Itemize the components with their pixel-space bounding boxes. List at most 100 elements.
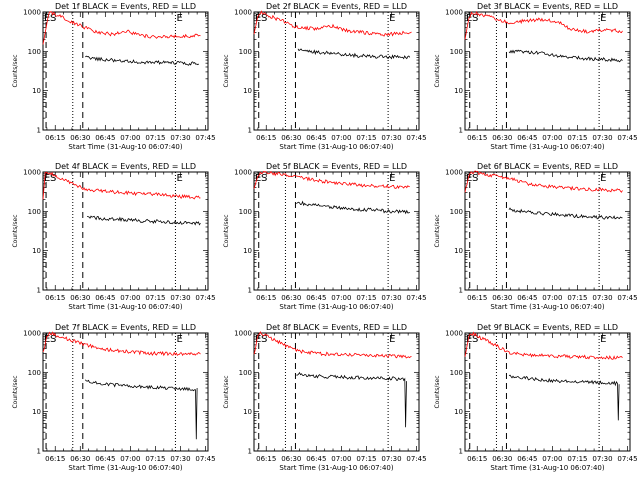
chart-panel-4: Det 4f BLACK = Events, RED = LLD 1 10 100 10…	[12, 162, 216, 311]
plot-frame	[42, 11, 209, 131]
x-tick-label: 06:30	[492, 455, 512, 463]
chart-panel-8: Det 8f BLACK = Events, RED = LLD 1 10 100 10…	[223, 323, 427, 472]
x-tick-label: 07:15	[567, 134, 587, 142]
y-tick-label: 1000	[23, 9, 41, 17]
x-tick-label: 06:45	[517, 294, 537, 302]
y-tick-label: 100	[28, 48, 41, 56]
y-tick-label: 1	[459, 448, 463, 456]
plot-frame	[464, 11, 631, 131]
y-tick-label: 100	[239, 208, 252, 216]
marker-label-end: E	[389, 173, 395, 184]
x-tick-label: 06:45	[306, 294, 326, 302]
x-axis-label: Start Time (31-Aug-10 06:07:40)	[68, 303, 182, 311]
panel-title: Det 7f BLACK = Events, RED = LLD	[55, 323, 196, 332]
panel-title: Det 5f BLACK = Events, RED = LLD	[266, 162, 407, 171]
x-tick-label: 06:15	[467, 294, 487, 302]
x-tick-label: 07:45	[195, 294, 215, 302]
x-tick-label: 07:15	[567, 294, 587, 302]
y-axis-label: Counts/sec	[12, 54, 19, 87]
x-tick-label: 07:00	[542, 294, 562, 302]
marker-label-start: E	[466, 334, 472, 345]
x-tick-label: 07:00	[120, 134, 140, 142]
x-axis-label: Start Time (31-Aug-10 06:07:40)	[490, 143, 604, 151]
x-tick-label: 07:45	[406, 134, 426, 142]
panel-title: Det 4f BLACK = Events, RED = LLD	[55, 162, 196, 171]
x-tick-label: 06:15	[467, 134, 487, 142]
plot-frame	[253, 332, 420, 452]
x-tick-label: 06:15	[256, 134, 276, 142]
x-tick-label: 06:15	[45, 134, 65, 142]
x-tick-label: 06:30	[492, 294, 512, 302]
y-tick-label: 1	[459, 287, 463, 295]
x-tick-label: 06:45	[95, 294, 115, 302]
chart-panel-6: Det 6f BLACK = Events, RED = LLD 1 10 100 10…	[434, 162, 638, 311]
x-tick-label: 07:15	[567, 455, 587, 463]
x-tick-label: 06:45	[306, 134, 326, 142]
x-axis-label: Start Time (31-Aug-10 06:07:40)	[68, 143, 182, 151]
marker-label-sep: S	[472, 13, 478, 24]
x-tick-label: 06:45	[95, 134, 115, 142]
marker-label-sep: S	[50, 13, 56, 24]
chart-panel-2: Det 2f BLACK = Events, RED = LLD 1 10 100 10…	[223, 2, 427, 151]
series-line-events	[85, 55, 200, 66]
y-tick-label: 10	[32, 408, 41, 416]
x-tick-label: 07:15	[356, 134, 376, 142]
x-axis-label: Start Time (31-Aug-10 06:07:40)	[68, 464, 182, 472]
series-line-lld	[253, 331, 412, 359]
x-tick-label: 07:15	[145, 294, 165, 302]
chart-panel-3: Det 3f BLACK = Events, RED = LLD 1 10 100 10…	[434, 2, 638, 151]
plot-frame	[253, 11, 420, 131]
y-tick-label: 100	[450, 208, 463, 216]
y-axis-label: Counts/sec	[223, 375, 230, 408]
y-tick-label: 1	[248, 448, 252, 456]
marker-label-sep: S	[472, 173, 478, 184]
y-axis-label: Counts/sec	[434, 375, 441, 408]
x-axis-label: Start Time (31-Aug-10 06:07:40)	[490, 464, 604, 472]
series-line-events	[84, 379, 198, 440]
y-axis-label: Counts/sec	[12, 214, 19, 247]
x-tick-label: 07:00	[120, 455, 140, 463]
x-tick-label: 06:30	[70, 134, 90, 142]
marker-label-end: E	[600, 13, 606, 24]
x-tick-label: 07:00	[331, 134, 351, 142]
y-tick-label: 1000	[234, 9, 252, 17]
series-line-lld	[42, 11, 201, 45]
y-tick-label: 1	[37, 127, 41, 135]
y-axis-label: Counts/sec	[434, 54, 441, 87]
marker-label-end: E	[600, 173, 606, 184]
series-line-events	[297, 48, 411, 60]
marker-label-start: E	[466, 173, 472, 184]
plot-frame	[253, 171, 420, 291]
x-tick-label: 07:30	[592, 294, 612, 302]
x-tick-label: 07:30	[170, 134, 190, 142]
plot-frame	[42, 332, 209, 452]
panel-title: Det 9f BLACK = Events, RED = LLD	[477, 323, 618, 332]
x-tick-label: 06:15	[45, 294, 65, 302]
y-tick-label: 100	[28, 369, 41, 377]
series-line-lld	[464, 10, 623, 40]
x-tick-label: 07:00	[120, 294, 140, 302]
x-axis-label: Start Time (31-Aug-10 06:07:40)	[279, 143, 393, 151]
series-line-events	[508, 49, 623, 63]
x-tick-label: 06:45	[517, 455, 537, 463]
marker-label-end: E	[176, 334, 182, 345]
y-tick-label: 1	[248, 287, 252, 295]
x-tick-label: 07:45	[617, 455, 637, 463]
x-tick-label: 07:15	[145, 455, 165, 463]
panel-title: Det 1f BLACK = Events, RED = LLD	[55, 2, 196, 11]
marker-label-start: E	[255, 334, 261, 345]
x-tick-label: 07:00	[542, 455, 562, 463]
marker-label-sep: S	[261, 173, 267, 184]
marker-label-start: E	[44, 173, 50, 184]
plot-frame	[464, 171, 631, 291]
panel-title: Det 3f BLACK = Events, RED = LLD	[477, 2, 618, 11]
y-tick-label: 100	[450, 369, 463, 377]
series-line-events	[296, 371, 407, 428]
x-tick-label: 06:30	[70, 455, 90, 463]
x-tick-label: 06:30	[70, 294, 90, 302]
chart-panel-7: Det 7f BLACK = Events, RED = LLD 1 10 100 10…	[12, 323, 216, 472]
x-axis-label: Start Time (31-Aug-10 06:07:40)	[279, 303, 393, 311]
marker-label-end: E	[600, 334, 606, 345]
marker-label-start: E	[255, 13, 261, 24]
y-axis-label: Counts/sec	[434, 214, 441, 247]
